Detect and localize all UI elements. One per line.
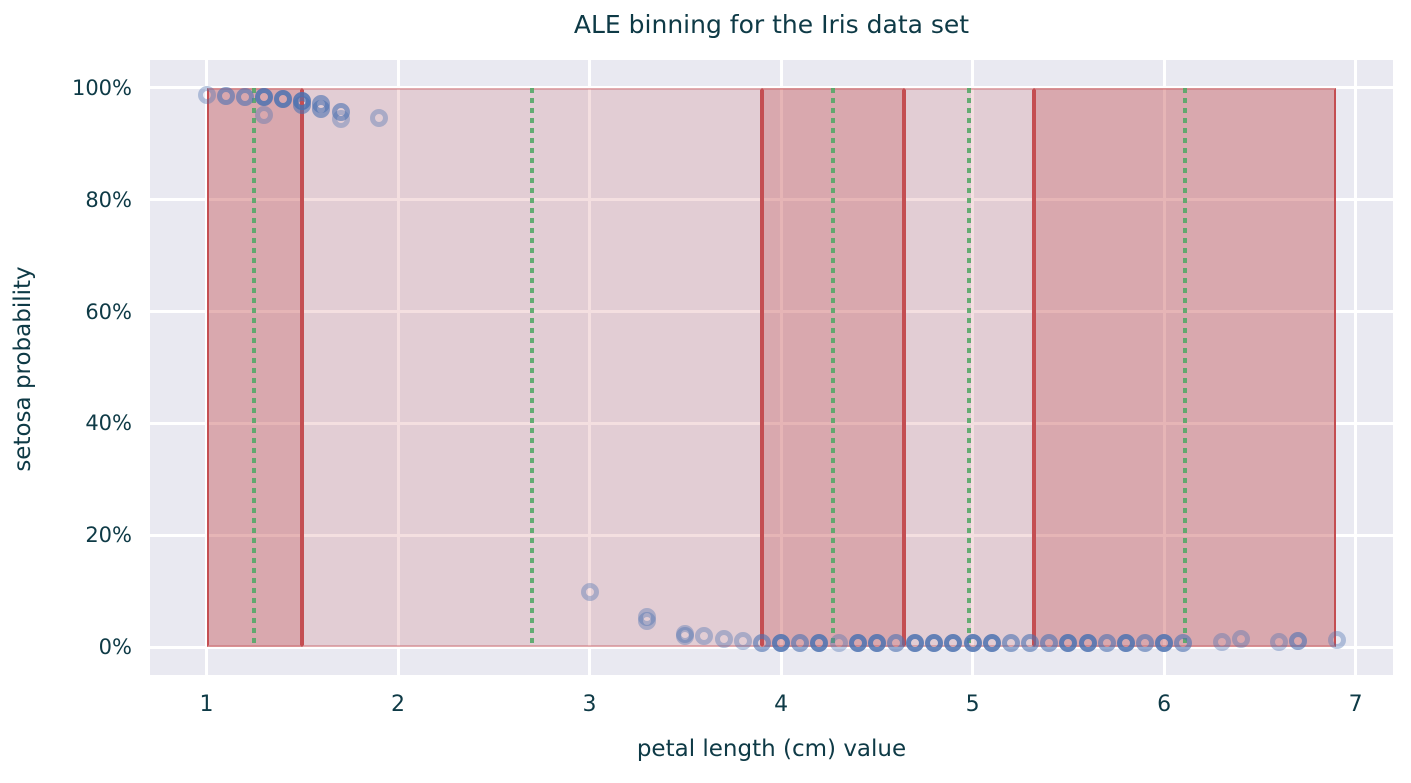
scatter-point — [676, 626, 695, 645]
y-tick-label: 80% — [85, 187, 132, 212]
scatter-point — [274, 90, 293, 109]
scatter-point — [867, 634, 886, 653]
y-axis-label: setosa probability — [10, 266, 36, 472]
scatter-point — [1040, 634, 1059, 653]
plot-area — [150, 60, 1393, 675]
chart-title: ALE binning for the Iris data set — [573, 10, 970, 39]
scatter-point — [1155, 634, 1174, 653]
scatter-point — [1021, 634, 1040, 653]
x-axis-label: petal length (cm) value — [636, 736, 907, 762]
scatter-point — [925, 634, 944, 653]
scatter-point — [331, 109, 350, 128]
y-tick-label: 40% — [85, 411, 132, 436]
scatter-point — [1097, 634, 1116, 653]
scatter-point — [772, 634, 791, 653]
scatter-point — [312, 99, 331, 118]
bin-center-line — [530, 87, 535, 648]
scatter-point — [1212, 633, 1231, 651]
scatter-point — [829, 634, 848, 653]
scatter-point — [1116, 634, 1135, 653]
y-gridline — [150, 198, 1393, 202]
x-tick-label: 6 — [1157, 692, 1172, 717]
scatter-point — [216, 86, 235, 105]
bin-center-line — [252, 87, 257, 648]
scatter-point — [1078, 634, 1097, 653]
scatter-point — [733, 632, 752, 651]
scatter-point — [886, 634, 905, 653]
scatter-point — [1231, 630, 1250, 649]
y-gridline — [150, 310, 1393, 314]
scatter-point — [695, 626, 714, 645]
y-tick-label: 0% — [98, 635, 132, 660]
scatter-point — [1059, 634, 1078, 653]
scatter-point — [293, 96, 312, 115]
scatter-point — [1327, 630, 1346, 649]
scatter-point — [982, 634, 1001, 653]
scatter-point — [714, 630, 733, 649]
x-tick-label: 1 — [199, 692, 214, 717]
y-gridline — [150, 86, 1393, 90]
x-tick-label: 7 — [1348, 692, 1363, 717]
scatter-point — [1289, 631, 1308, 650]
y-gridline — [150, 645, 1393, 649]
y-tick-label: 20% — [85, 523, 132, 548]
x-tick-label: 5 — [965, 692, 980, 717]
y-gridline — [150, 533, 1393, 537]
x-gridline — [971, 60, 975, 675]
scatter-point — [1174, 634, 1193, 653]
scatter-point — [791, 634, 810, 653]
y-tick-label: 60% — [85, 299, 132, 324]
scatter-point — [944, 634, 963, 653]
x-gridline — [588, 60, 592, 675]
scatter-point — [963, 634, 982, 653]
x-gridline — [1162, 60, 1166, 675]
scatter-point — [906, 634, 925, 653]
scatter-point — [1135, 634, 1154, 653]
scatter-point — [254, 105, 273, 124]
bin-center-line — [1183, 87, 1188, 648]
x-gridline — [396, 60, 400, 675]
x-gridline — [1354, 60, 1358, 675]
scatter-point — [369, 108, 388, 127]
x-tick-label: 3 — [582, 692, 597, 717]
x-gridline — [779, 60, 783, 675]
scatter-point — [848, 634, 867, 653]
scatter-point — [235, 87, 254, 106]
scatter-point — [1270, 633, 1289, 651]
scatter-point — [254, 88, 273, 107]
scatter-point — [638, 612, 656, 631]
scatter-point — [810, 634, 829, 653]
bin-center-line — [966, 87, 971, 648]
x-tick-label: 2 — [391, 692, 406, 717]
x-tick-label: 4 — [774, 692, 789, 717]
scatter-point — [580, 583, 599, 602]
scatter-point — [197, 85, 216, 104]
scatter-point — [752, 634, 771, 653]
y-gridline — [150, 421, 1393, 425]
scatter-point — [1001, 634, 1020, 653]
bin-center-line — [830, 87, 835, 648]
y-tick-label: 100% — [71, 75, 132, 100]
